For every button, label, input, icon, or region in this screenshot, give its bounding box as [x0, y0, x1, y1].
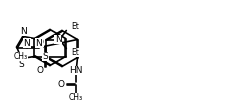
Text: N: N [20, 26, 27, 36]
Text: O: O [57, 80, 64, 89]
Text: Et: Et [71, 22, 79, 31]
Text: N: N [24, 38, 30, 47]
Text: N: N [36, 38, 42, 47]
Text: S: S [43, 52, 48, 61]
Text: N: N [55, 35, 62, 44]
Text: CH₃: CH₃ [13, 52, 28, 61]
Text: Et: Et [71, 48, 79, 57]
Text: S: S [19, 59, 24, 68]
Text: O: O [36, 38, 43, 47]
Text: HN: HN [69, 66, 82, 75]
Text: CH₃: CH₃ [68, 93, 83, 102]
Text: O: O [36, 66, 43, 75]
